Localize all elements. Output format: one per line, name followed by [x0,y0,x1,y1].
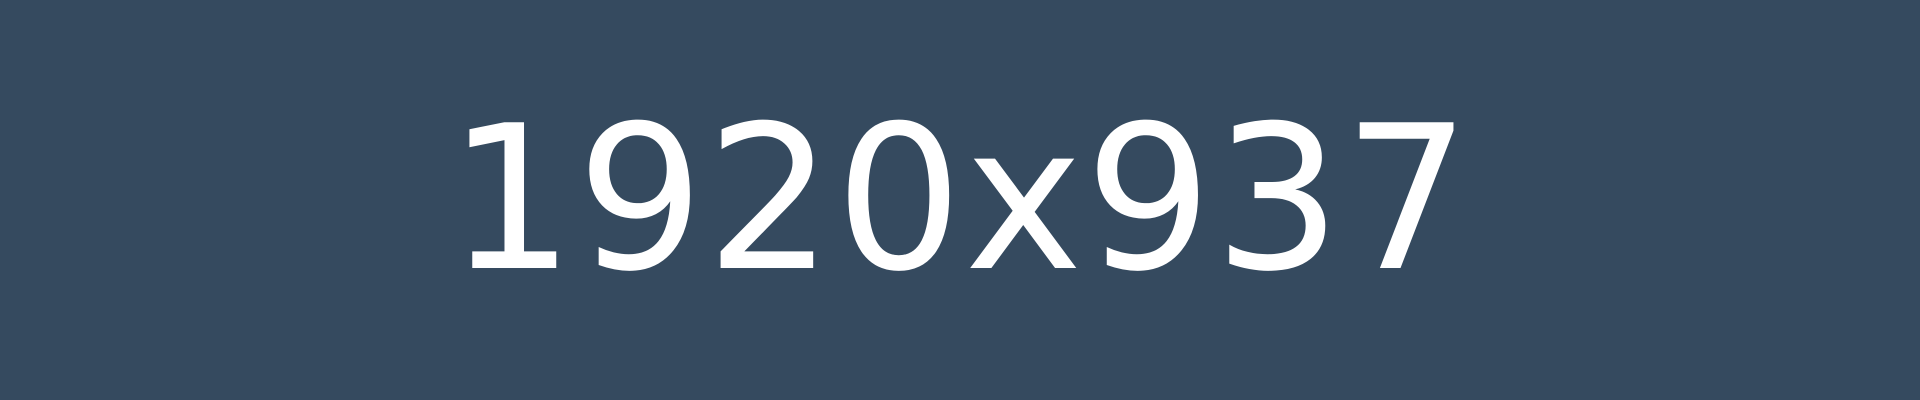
dimensions-label: 1920x937 [447,83,1473,316]
